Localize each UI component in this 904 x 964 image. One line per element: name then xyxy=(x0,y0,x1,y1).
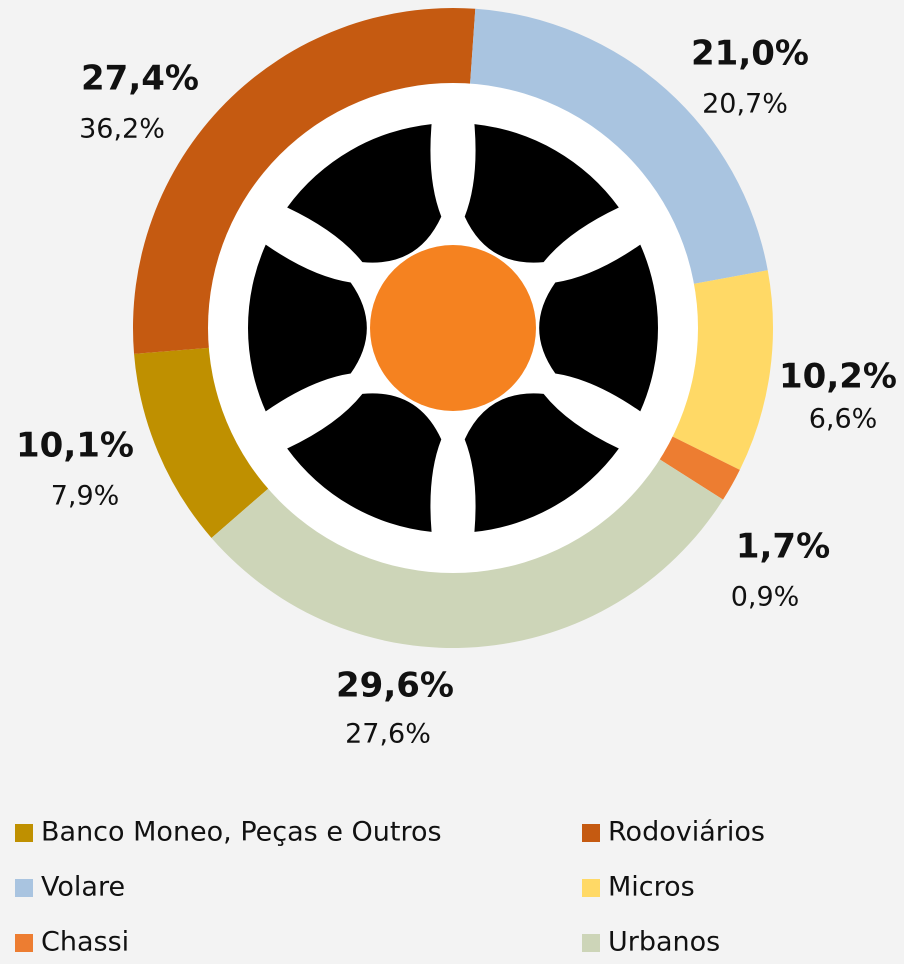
legend-swatch xyxy=(15,824,33,842)
logo xyxy=(247,124,658,532)
logo-spoke xyxy=(464,124,619,263)
data-label: 10,2% xyxy=(779,357,897,397)
legend-label: Micros xyxy=(608,872,695,903)
legend-label: Urbanos xyxy=(608,927,720,958)
legend-swatch xyxy=(582,879,600,897)
secondary-label: 20,7% xyxy=(702,89,788,120)
donut-segment xyxy=(134,347,269,538)
data-label: 29,6% xyxy=(336,666,454,706)
legend-label: Banco Moneo, Peças e Outros xyxy=(41,817,442,848)
donut xyxy=(133,7,773,649)
legend-swatch xyxy=(582,824,600,842)
donut-segment xyxy=(211,458,724,649)
secondary-label: 6,6% xyxy=(809,404,878,435)
logo-hub xyxy=(370,245,536,411)
legend-label: Rodoviários xyxy=(608,817,765,848)
data-label: 27,4% xyxy=(81,59,199,99)
logo-spoke xyxy=(539,244,658,412)
donut-segment xyxy=(658,436,740,500)
logo-spoke xyxy=(287,393,442,532)
legend-label: Volare xyxy=(41,872,125,903)
logo-spoke xyxy=(247,244,367,412)
legend-swatch xyxy=(15,879,33,897)
secondary-label: 7,9% xyxy=(51,481,120,512)
data-label: 10,1% xyxy=(16,426,134,466)
legend-swatch xyxy=(582,934,600,952)
secondary-label: 36,2% xyxy=(79,114,165,145)
logo-spoke xyxy=(464,393,619,532)
data-label: 21,0% xyxy=(691,34,809,74)
donut-segment xyxy=(133,7,476,354)
secondary-label: 0,9% xyxy=(731,582,800,613)
data-label: 1,7% xyxy=(736,527,830,567)
secondary-label: 27,6% xyxy=(345,719,431,750)
legend-label: Chassi xyxy=(41,927,129,958)
logo-spoke xyxy=(287,124,442,263)
donut-segment xyxy=(470,8,768,284)
legend-swatch xyxy=(15,934,33,952)
